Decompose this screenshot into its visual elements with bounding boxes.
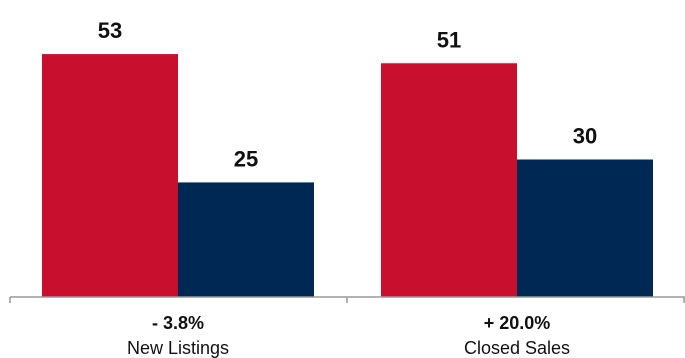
value-label-0-1: 25 <box>234 146 258 171</box>
value-labels-layer: 53 25 51 30 <box>98 18 597 171</box>
value-label-1-0: 51 <box>437 27 461 52</box>
category-label-1: Closed Sales <box>464 338 570 358</box>
category-label-0: New Listings <box>127 338 229 358</box>
bar-0-1 <box>178 182 314 297</box>
change-label-0: - 3.8% <box>152 313 204 333</box>
value-label-0-0: 53 <box>98 18 122 43</box>
bar-1-0 <box>381 63 517 297</box>
bar-0-0 <box>42 54 178 298</box>
bar-1-1 <box>517 159 653 297</box>
category-labels-layer: - 3.8% New Listings + 20.0% Closed Sales <box>127 313 570 358</box>
bars-layer <box>42 54 653 298</box>
value-label-1-1: 30 <box>573 124 597 149</box>
change-label-1: + 20.0% <box>484 313 551 333</box>
